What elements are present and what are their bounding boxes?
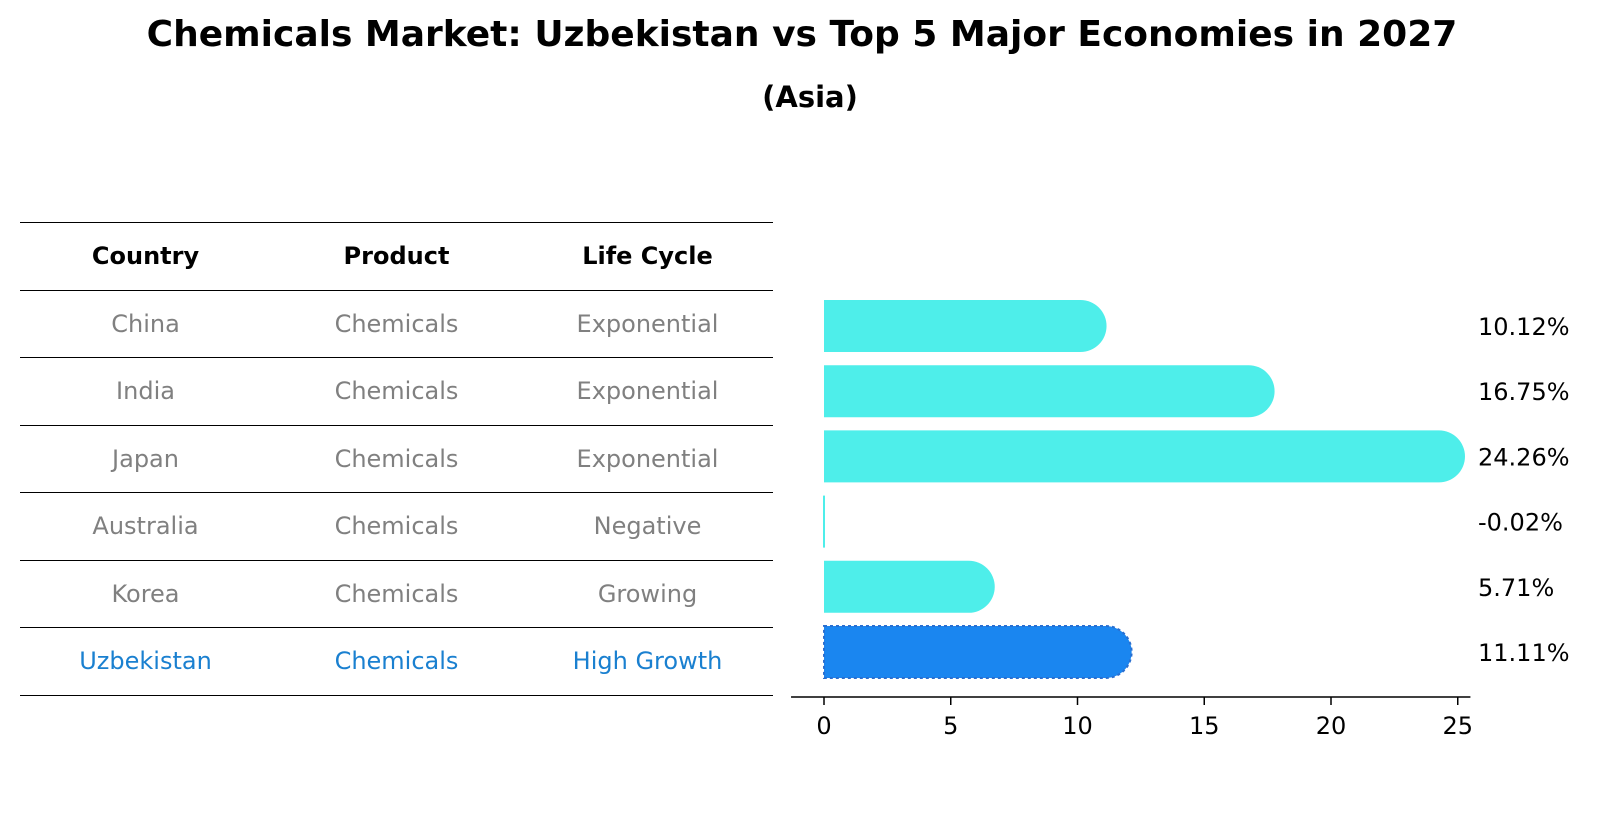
header-life-cycle: Life Cycle — [582, 242, 713, 270]
cell-country: China — [111, 309, 180, 338]
cell-product: Chemicals — [334, 512, 459, 540]
value-label-australia: -0.02% — [1478, 509, 1563, 537]
table-row: Korea Chemicals Growing — [20, 559, 773, 628]
x-tick-label-25: 25 — [1442, 712, 1473, 740]
header-country: Country — [91, 242, 200, 270]
cell-life-cycle: Exponential — [576, 377, 719, 405]
cell-life-cycle: Growing — [597, 579, 698, 608]
bar-australia — [823, 495, 825, 548]
value-label-japan: 24.26% — [1478, 443, 1570, 471]
x-tick-label-10: 10 — [1062, 712, 1093, 740]
x-tick-label-5: 5 — [943, 712, 958, 740]
cell-product: Chemicals — [334, 444, 459, 473]
chart-subtitle: (Asia) — [762, 80, 858, 114]
market-table: Country Product Life Cycle China Chemica… — [20, 222, 773, 696]
chart-title: Chemicals Market: Uzbekistan vs Top 5 Ma… — [146, 14, 1458, 55]
table-row: Japan Chemicals Exponential — [20, 424, 773, 493]
cell-product: Chemicals — [334, 647, 459, 675]
table-row: Australia Chemicals Negative — [20, 492, 773, 560]
x-tick-label-15: 15 — [1189, 712, 1220, 740]
value-label-india: 16.75% — [1478, 378, 1570, 406]
value-label-uzbekistan: 11.11% — [1478, 639, 1570, 667]
cell-product: Chemicals — [334, 309, 459, 338]
cell-product: Chemicals — [334, 377, 459, 405]
cell-country: India — [116, 377, 175, 405]
cell-life-cycle: Negative — [593, 512, 702, 540]
table-row-highlighted: Uzbekistan Chemicals High Growth — [20, 627, 773, 696]
x-tick-label-0: 0 — [816, 712, 831, 740]
header-product: Product — [343, 242, 450, 270]
bar-india — [824, 365, 1275, 418]
table-row: China Chemicals Exponential — [20, 289, 773, 358]
cell-country: Japan — [112, 444, 179, 473]
bar-japan — [824, 430, 1465, 483]
table-row: India Chemicals Exponential — [20, 357, 773, 425]
cell-country: Korea — [111, 579, 180, 608]
cell-country: Uzbekistan — [79, 647, 212, 675]
value-label-korea: 5.71% — [1478, 574, 1554, 602]
bar-korea — [824, 560, 995, 613]
x-tick-label-20: 20 — [1316, 712, 1347, 740]
cell-life-cycle: High Growth — [572, 647, 723, 675]
cell-life-cycle: Exponential — [576, 309, 719, 338]
cell-life-cycle: Exponential — [576, 444, 719, 473]
bar-china — [824, 300, 1107, 352]
value-label-china: 10.12% — [1478, 313, 1570, 341]
cell-product: Chemicals — [334, 579, 459, 608]
cell-country: Australia — [92, 512, 199, 540]
table-header-row: Country Product Life Cycle — [20, 222, 773, 290]
bar-uzbekistan — [823, 625, 1133, 679]
